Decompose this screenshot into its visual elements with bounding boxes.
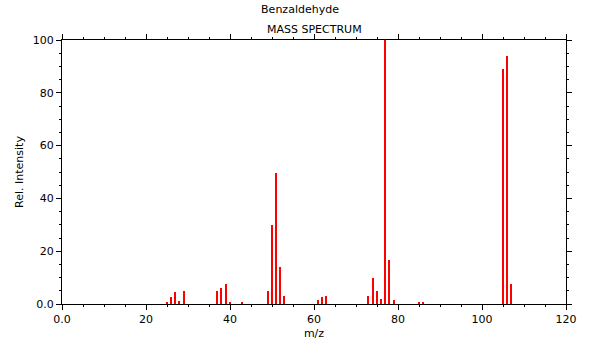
svg-text:Benzaldehyde: Benzaldehyde xyxy=(261,3,339,16)
svg-text:100: 100 xyxy=(33,34,54,47)
svg-text:0.0: 0.0 xyxy=(36,298,54,311)
svg-text:MASS SPECTRUM: MASS SPECTRUM xyxy=(267,23,362,36)
svg-text:40: 40 xyxy=(223,313,237,326)
svg-text:20: 20 xyxy=(40,245,54,258)
svg-text:80: 80 xyxy=(40,87,54,100)
svg-text:40: 40 xyxy=(40,192,54,205)
svg-text:0.0: 0.0 xyxy=(53,313,71,326)
svg-text:120: 120 xyxy=(556,313,577,326)
svg-text:60: 60 xyxy=(40,139,54,152)
svg-text:80: 80 xyxy=(391,313,405,326)
svg-text:Rel. Intensity: Rel. Intensity xyxy=(13,136,26,208)
svg-text:60: 60 xyxy=(307,313,321,326)
svg-text:20: 20 xyxy=(139,313,153,326)
svg-text:m/z: m/z xyxy=(304,327,324,340)
svg-text:NIST Chemistry WebBook (https:: NIST Chemistry WebBook (https://webbook.… xyxy=(4,359,351,360)
svg-text:100: 100 xyxy=(472,313,493,326)
